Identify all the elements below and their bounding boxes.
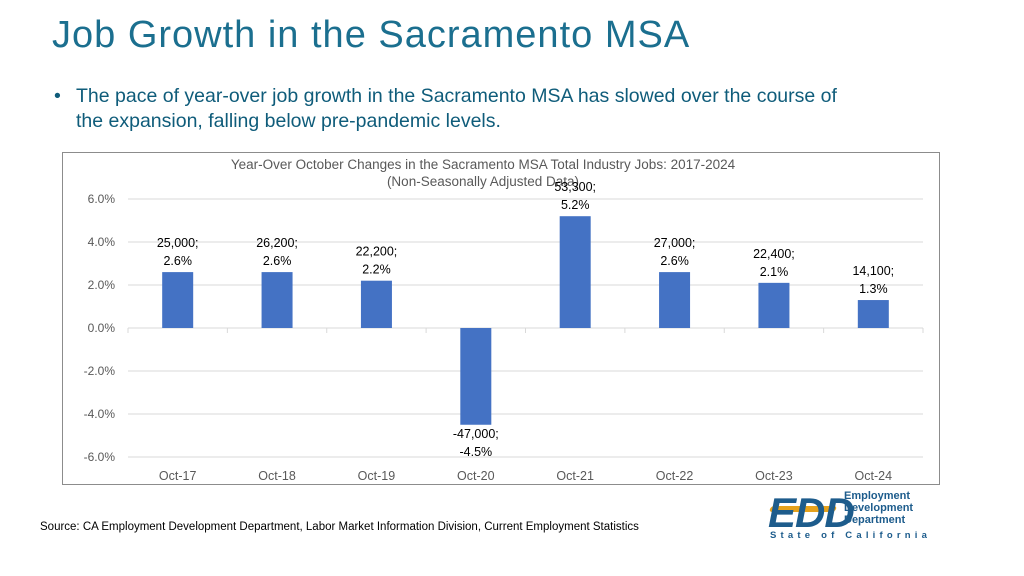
bar — [758, 282, 790, 328]
logo-state: State of California — [770, 530, 932, 541]
x-tick-label: Oct-20 — [457, 469, 495, 483]
x-tick-label: Oct-22 — [656, 469, 694, 483]
data-label-pct: -4.5% — [459, 445, 492, 459]
bullet-point: • The pace of year-over job growth in th… — [54, 84, 854, 134]
x-tick-label: Oct-17 — [159, 469, 197, 483]
data-label-jobs: 22,400; — [753, 247, 795, 261]
chart-frame: Year-Over October Changes in the Sacrame… — [62, 152, 940, 485]
data-label-pct: 2.1% — [760, 265, 789, 279]
chart-subtitle: (Non-Seasonally Adjusted Data) — [387, 174, 579, 189]
bar — [162, 272, 194, 328]
bar — [360, 280, 392, 328]
bar — [460, 328, 492, 425]
x-tick-label: Oct-18 — [258, 469, 296, 483]
x-tick-label: Oct-23 — [755, 469, 793, 483]
x-tick-label: Oct-24 — [855, 469, 893, 483]
data-label-jobs: -47,000; — [453, 427, 499, 441]
y-tick-label: -4.0% — [84, 407, 116, 421]
data-label-pct: 2.6% — [163, 254, 192, 268]
y-tick-label: -2.0% — [84, 364, 116, 378]
logo-mark: EDD — [768, 489, 855, 536]
logo-words: Employment Development Department — [844, 490, 913, 526]
source-note: Source: CA Employment Development Depart… — [40, 521, 639, 533]
x-tick-label: Oct-21 — [556, 469, 594, 483]
data-label-jobs: 26,200; — [256, 236, 298, 250]
edd-logo: EDD Employment Development Department St… — [768, 488, 927, 546]
data-label-pct: 2.2% — [362, 263, 391, 277]
y-tick-label: 0.0% — [88, 321, 116, 335]
data-label-jobs: 22,200; — [356, 245, 398, 259]
bar — [261, 272, 293, 328]
data-label-pct: 5.2% — [561, 198, 590, 212]
data-label-jobs: 14,100; — [852, 264, 894, 278]
y-tick-label: 2.0% — [88, 278, 116, 292]
chart-title: Year-Over October Changes in the Sacrame… — [231, 157, 736, 172]
y-tick-label: 4.0% — [88, 235, 116, 249]
y-tick-label: -6.0% — [84, 450, 116, 464]
x-tick-label: Oct-19 — [358, 469, 396, 483]
slide-title: Job Growth in the Sacramento MSA — [52, 14, 691, 56]
data-label-jobs: 27,000; — [654, 236, 696, 250]
bar — [659, 272, 691, 328]
data-label-pct: 2.6% — [263, 254, 292, 268]
bar-chart: Year-Over October Changes in the Sacrame… — [84, 157, 924, 483]
data-label-pct: 2.6% — [660, 254, 689, 268]
logo-word: Development — [844, 502, 914, 514]
data-label-jobs: 53,300; — [554, 180, 596, 194]
y-tick-label: 6.0% — [88, 192, 116, 206]
logo-word: Department — [844, 514, 906, 526]
data-label-pct: 1.3% — [859, 282, 888, 296]
bar — [857, 300, 889, 328]
data-label-jobs: 25,000; — [157, 236, 199, 250]
bullet-marker: • — [54, 85, 61, 107]
bullet-text: The pace of year-over job growth in the … — [76, 85, 837, 132]
bar — [559, 216, 591, 328]
logo-word: Employment — [844, 490, 911, 502]
